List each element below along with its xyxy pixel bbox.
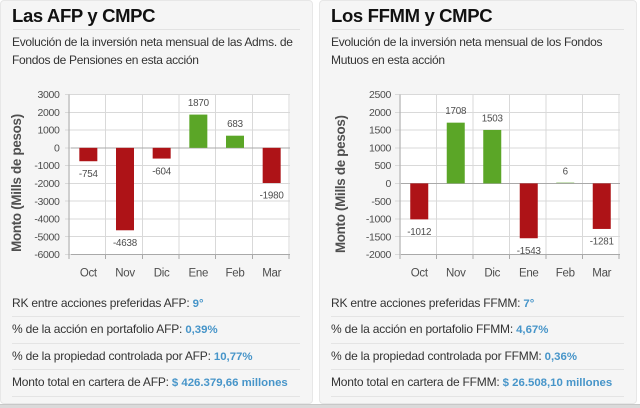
svg-text:1503: 1503 — [482, 113, 504, 124]
svg-text:Feb: Feb — [226, 268, 245, 280]
svg-text:Ene: Ene — [189, 268, 209, 280]
svg-text:-5000: -5000 — [34, 231, 60, 243]
svg-text:Nov: Nov — [115, 268, 135, 280]
svg-text:-6000: -6000 — [34, 249, 60, 261]
svg-text:2500: 2500 — [369, 89, 391, 101]
svg-text:Monto (Mills de pesos): Monto (Mills de pesos) — [9, 114, 24, 252]
svg-text:Ene: Ene — [519, 268, 539, 280]
svg-text:-4638: -4638 — [113, 238, 138, 249]
svg-text:-500: -500 — [371, 196, 391, 208]
svg-text:1708: 1708 — [445, 106, 467, 117]
svg-text:1000: 1000 — [369, 142, 391, 154]
svg-text:-2000: -2000 — [34, 178, 60, 190]
svg-text:Mar: Mar — [592, 268, 611, 280]
svg-text:Feb: Feb — [556, 268, 575, 280]
svg-text:0: 0 — [54, 142, 60, 154]
svg-text:-4000: -4000 — [34, 214, 60, 226]
svg-text:-1543: -1543 — [517, 246, 542, 257]
svg-text:-1980: -1980 — [260, 191, 285, 202]
svg-text:-754: -754 — [79, 169, 99, 180]
svg-text:1870: 1870 — [188, 98, 210, 109]
svg-text:6: 6 — [563, 167, 569, 178]
svg-text:Oct: Oct — [80, 268, 98, 280]
svg-text:-1281: -1281 — [590, 237, 614, 248]
svg-text:-1012: -1012 — [407, 227, 431, 238]
svg-text:Dic: Dic — [484, 268, 500, 280]
svg-text:Dic: Dic — [154, 268, 170, 280]
svg-text:1500: 1500 — [369, 125, 391, 137]
svg-text:-1500: -1500 — [366, 231, 392, 243]
svg-text:2000: 2000 — [38, 107, 60, 119]
svg-text:0: 0 — [386, 178, 392, 190]
svg-text:-2000: -2000 — [366, 249, 392, 261]
svg-text:500: 500 — [375, 160, 392, 172]
svg-text:Oct: Oct — [411, 268, 429, 280]
svg-text:3000: 3000 — [38, 89, 60, 101]
svg-text:-3000: -3000 — [34, 196, 60, 208]
svg-text:Mar: Mar — [262, 268, 281, 280]
svg-text:1000: 1000 — [38, 125, 60, 137]
svg-text:-1000: -1000 — [366, 214, 392, 226]
svg-text:-1000: -1000 — [34, 160, 60, 172]
svg-text:-604: -604 — [152, 166, 172, 177]
svg-text:2000: 2000 — [369, 107, 391, 119]
svg-text:Monto (Mills de pesos): Monto (Mills de pesos) — [333, 115, 348, 253]
svg-text:Nov: Nov — [446, 268, 466, 280]
svg-text:683: 683 — [227, 119, 243, 130]
